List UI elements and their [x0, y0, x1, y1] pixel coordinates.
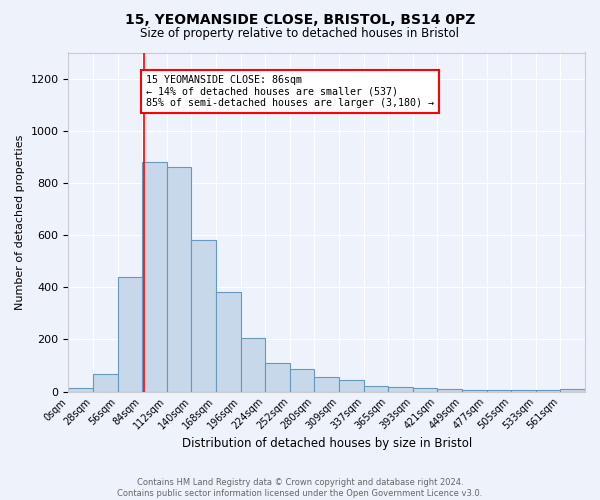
Y-axis label: Number of detached properties: Number of detached properties: [15, 134, 25, 310]
X-axis label: Distribution of detached houses by size in Bristol: Distribution of detached houses by size …: [182, 437, 472, 450]
Bar: [339, 380, 364, 392]
Text: Size of property relative to detached houses in Bristol: Size of property relative to detached ho…: [140, 28, 460, 40]
Bar: [314, 377, 339, 392]
Bar: [413, 388, 437, 392]
Text: Contains HM Land Registry data © Crown copyright and database right 2024.
Contai: Contains HM Land Registry data © Crown c…: [118, 478, 482, 498]
Bar: [93, 374, 118, 392]
Bar: [437, 390, 462, 392]
Bar: [536, 390, 560, 392]
Bar: [118, 277, 142, 392]
Bar: [487, 390, 511, 392]
Bar: [511, 390, 536, 392]
Text: 15, YEOMANSIDE CLOSE, BRISTOL, BS14 0PZ: 15, YEOMANSIDE CLOSE, BRISTOL, BS14 0PZ: [125, 12, 475, 26]
Bar: [142, 162, 167, 392]
Bar: [241, 338, 265, 392]
Bar: [364, 386, 388, 392]
Text: 15 YEOMANSIDE CLOSE: 86sqm
← 14% of detached houses are smaller (537)
85% of sem: 15 YEOMANSIDE CLOSE: 86sqm ← 14% of deta…: [146, 75, 434, 108]
Bar: [216, 292, 241, 392]
Bar: [265, 363, 290, 392]
Bar: [462, 390, 487, 392]
Bar: [191, 240, 216, 392]
Bar: [68, 388, 93, 392]
Bar: [560, 389, 585, 392]
Bar: [167, 168, 191, 392]
Bar: [290, 370, 314, 392]
Bar: [388, 387, 413, 392]
